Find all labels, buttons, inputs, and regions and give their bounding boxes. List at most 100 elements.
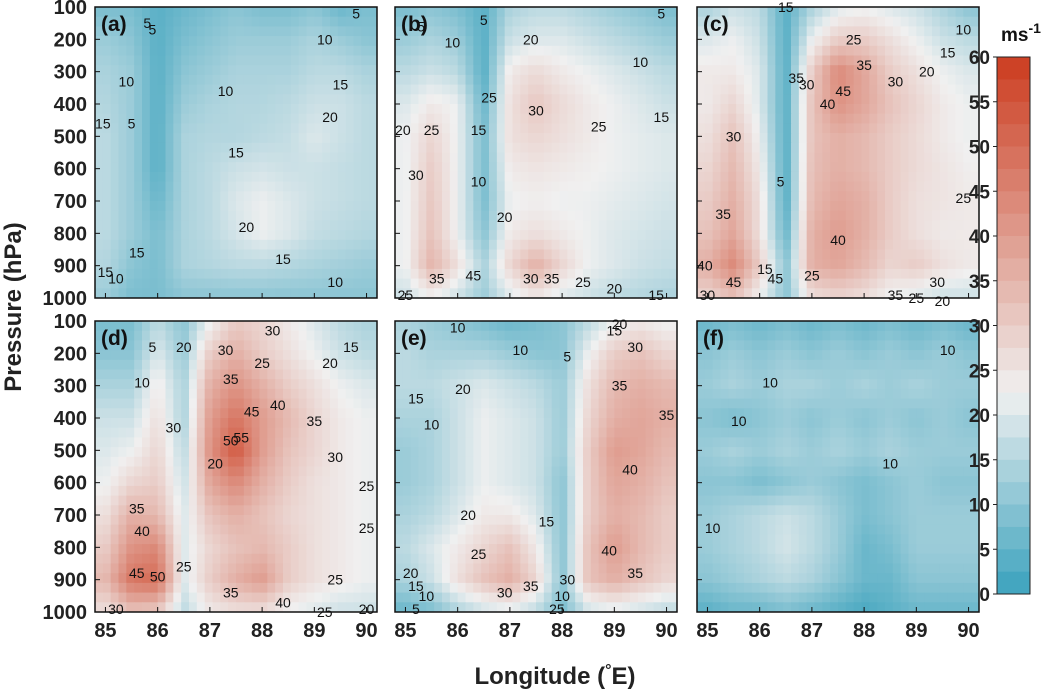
field-cell bbox=[118, 249, 127, 260]
field-cell bbox=[669, 259, 677, 270]
field-cell bbox=[228, 369, 237, 380]
field-cell bbox=[110, 321, 120, 332]
field-cell bbox=[645, 94, 655, 105]
field-cell bbox=[353, 524, 362, 535]
field-cell bbox=[173, 152, 182, 163]
field-cell bbox=[442, 171, 451, 183]
field-cell bbox=[916, 133, 925, 144]
field-cell bbox=[322, 369, 331, 380]
field-cell bbox=[512, 359, 521, 371]
field-cell bbox=[543, 288, 553, 298]
field-cell bbox=[236, 201, 245, 212]
field-cell bbox=[489, 379, 498, 390]
field-cell bbox=[955, 36, 964, 47]
field-cell bbox=[791, 55, 800, 66]
field-cell bbox=[361, 408, 370, 419]
field-cell bbox=[259, 94, 268, 105]
field-cell bbox=[598, 268, 608, 280]
field-cell bbox=[697, 123, 706, 134]
field-cell bbox=[345, 268, 355, 280]
field-cell bbox=[189, 602, 198, 612]
field-cell bbox=[204, 220, 214, 231]
field-cell bbox=[283, 288, 292, 298]
field-cell bbox=[290, 45, 300, 57]
field-cell bbox=[426, 447, 435, 458]
field-cell bbox=[243, 602, 253, 612]
field-cell bbox=[489, 7, 498, 18]
field-cell bbox=[661, 74, 670, 86]
field-cell bbox=[157, 230, 167, 241]
field-cell bbox=[661, 259, 670, 270]
field-cell bbox=[551, 84, 561, 95]
contour-label: 30 bbox=[528, 102, 544, 118]
field-cell bbox=[126, 524, 135, 535]
field-cell bbox=[418, 249, 427, 260]
x-tick-label: 89 bbox=[303, 620, 325, 642]
field-cell bbox=[314, 220, 323, 231]
field-cell bbox=[869, 94, 878, 105]
field-cell bbox=[869, 201, 878, 212]
field-cell bbox=[243, 191, 253, 202]
field-cell bbox=[653, 210, 662, 221]
field-cell bbox=[369, 94, 377, 105]
field-cell bbox=[481, 278, 490, 289]
field-cell bbox=[204, 582, 214, 594]
field-cell bbox=[630, 26, 639, 37]
field-cell bbox=[369, 113, 377, 124]
field-cell bbox=[126, 553, 135, 565]
x-tick-label: 86 bbox=[147, 620, 169, 642]
field-cell bbox=[583, 36, 592, 47]
field-cell bbox=[337, 456, 347, 468]
field-cell bbox=[267, 398, 276, 409]
field-cell bbox=[181, 466, 190, 477]
field-cell bbox=[512, 181, 521, 192]
field-cell bbox=[614, 359, 623, 371]
contour-label: 15 bbox=[654, 109, 670, 125]
field-cell bbox=[102, 239, 112, 251]
field-cell bbox=[653, 230, 662, 241]
field-cell bbox=[814, 230, 823, 241]
field-cell bbox=[583, 259, 592, 270]
field-cell bbox=[337, 573, 347, 584]
field-cell bbox=[110, 524, 120, 535]
field-cell bbox=[353, 133, 362, 144]
field-cell bbox=[290, 249, 300, 260]
field-cell bbox=[798, 171, 808, 183]
field-cell bbox=[442, 201, 451, 212]
field-cell bbox=[204, 427, 214, 438]
field-cell bbox=[243, 321, 253, 332]
field-cell bbox=[614, 330, 623, 341]
field-cell bbox=[759, 191, 769, 202]
field-cell bbox=[712, 278, 722, 289]
field-cell bbox=[955, 249, 964, 260]
field-cell bbox=[669, 350, 677, 361]
field-cell bbox=[345, 592, 355, 603]
field-cell bbox=[196, 113, 206, 124]
field-cell bbox=[661, 94, 670, 105]
field-cell bbox=[697, 278, 706, 289]
field-cell bbox=[290, 427, 300, 438]
field-cell bbox=[645, 181, 655, 192]
field-cell bbox=[267, 7, 276, 18]
field-cell bbox=[775, 201, 784, 212]
field-cell bbox=[251, 249, 261, 260]
field-cell bbox=[243, 495, 253, 506]
field-cell bbox=[157, 379, 167, 390]
field-cell bbox=[442, 278, 451, 289]
field-cell bbox=[196, 369, 206, 380]
field-cell bbox=[418, 16, 427, 27]
field-cell bbox=[473, 142, 482, 154]
contour-label: 20 bbox=[322, 109, 338, 125]
field-cell bbox=[697, 36, 706, 47]
field-cell bbox=[181, 74, 190, 86]
field-cell bbox=[173, 388, 182, 400]
field-cell bbox=[728, 36, 737, 47]
field-cell bbox=[606, 288, 615, 298]
field-cell bbox=[465, 388, 474, 400]
field-cell bbox=[614, 350, 623, 361]
field-cell bbox=[157, 171, 167, 183]
field-cell bbox=[869, 220, 878, 231]
field-cell bbox=[410, 7, 420, 18]
field-cell bbox=[720, 239, 729, 251]
field-cell bbox=[869, 181, 878, 192]
